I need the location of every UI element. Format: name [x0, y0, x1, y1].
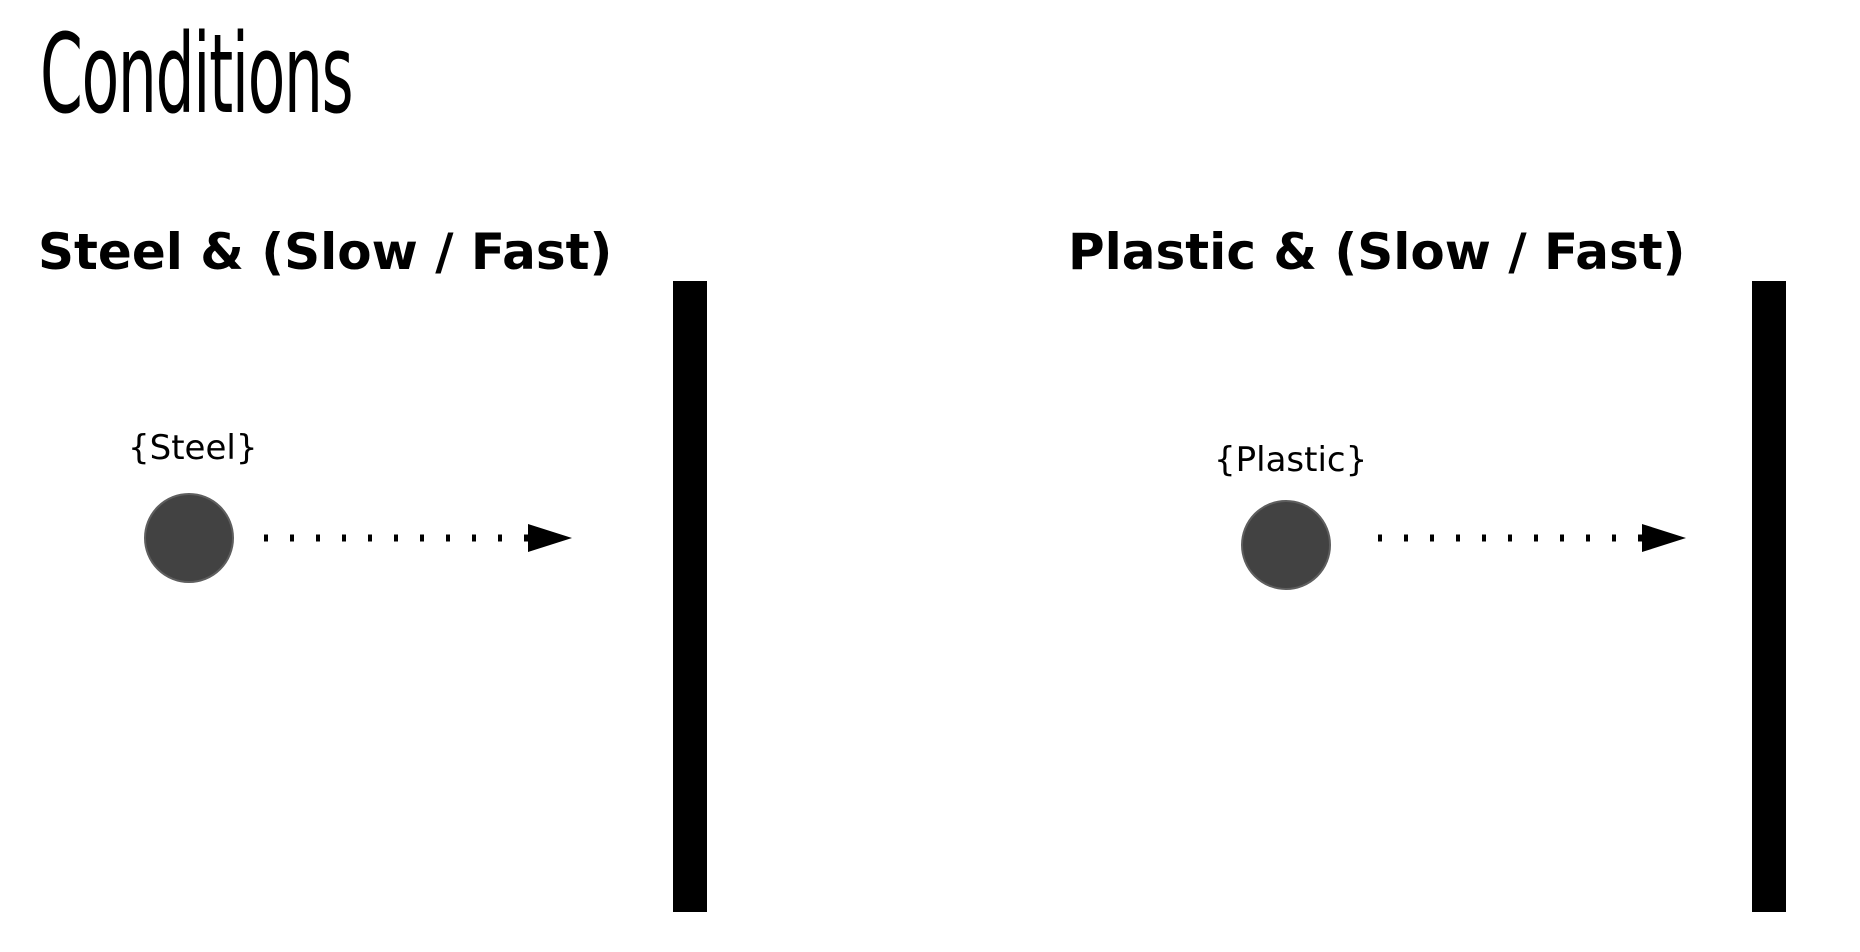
- slide-title: Conditions: [40, 10, 354, 138]
- condition-heading-steel: Steel & (Slow / Fast): [38, 223, 613, 281]
- wall-left: [673, 281, 707, 912]
- motion-arrow-icon: [264, 524, 572, 552]
- wall-right: [1752, 281, 1786, 912]
- condition-heading-plastic: Plastic & (Slow / Fast): [1068, 223, 1686, 281]
- arrow-head: [528, 524, 572, 552]
- ball-steel: [144, 493, 234, 583]
- ball-label-plastic: {Plastic}: [1214, 440, 1368, 480]
- ball-plastic: [1241, 500, 1331, 590]
- arrow-head: [1642, 524, 1686, 552]
- motion-arrow-icon: [1378, 524, 1686, 552]
- ball-label-steel: {Steel}: [128, 428, 258, 468]
